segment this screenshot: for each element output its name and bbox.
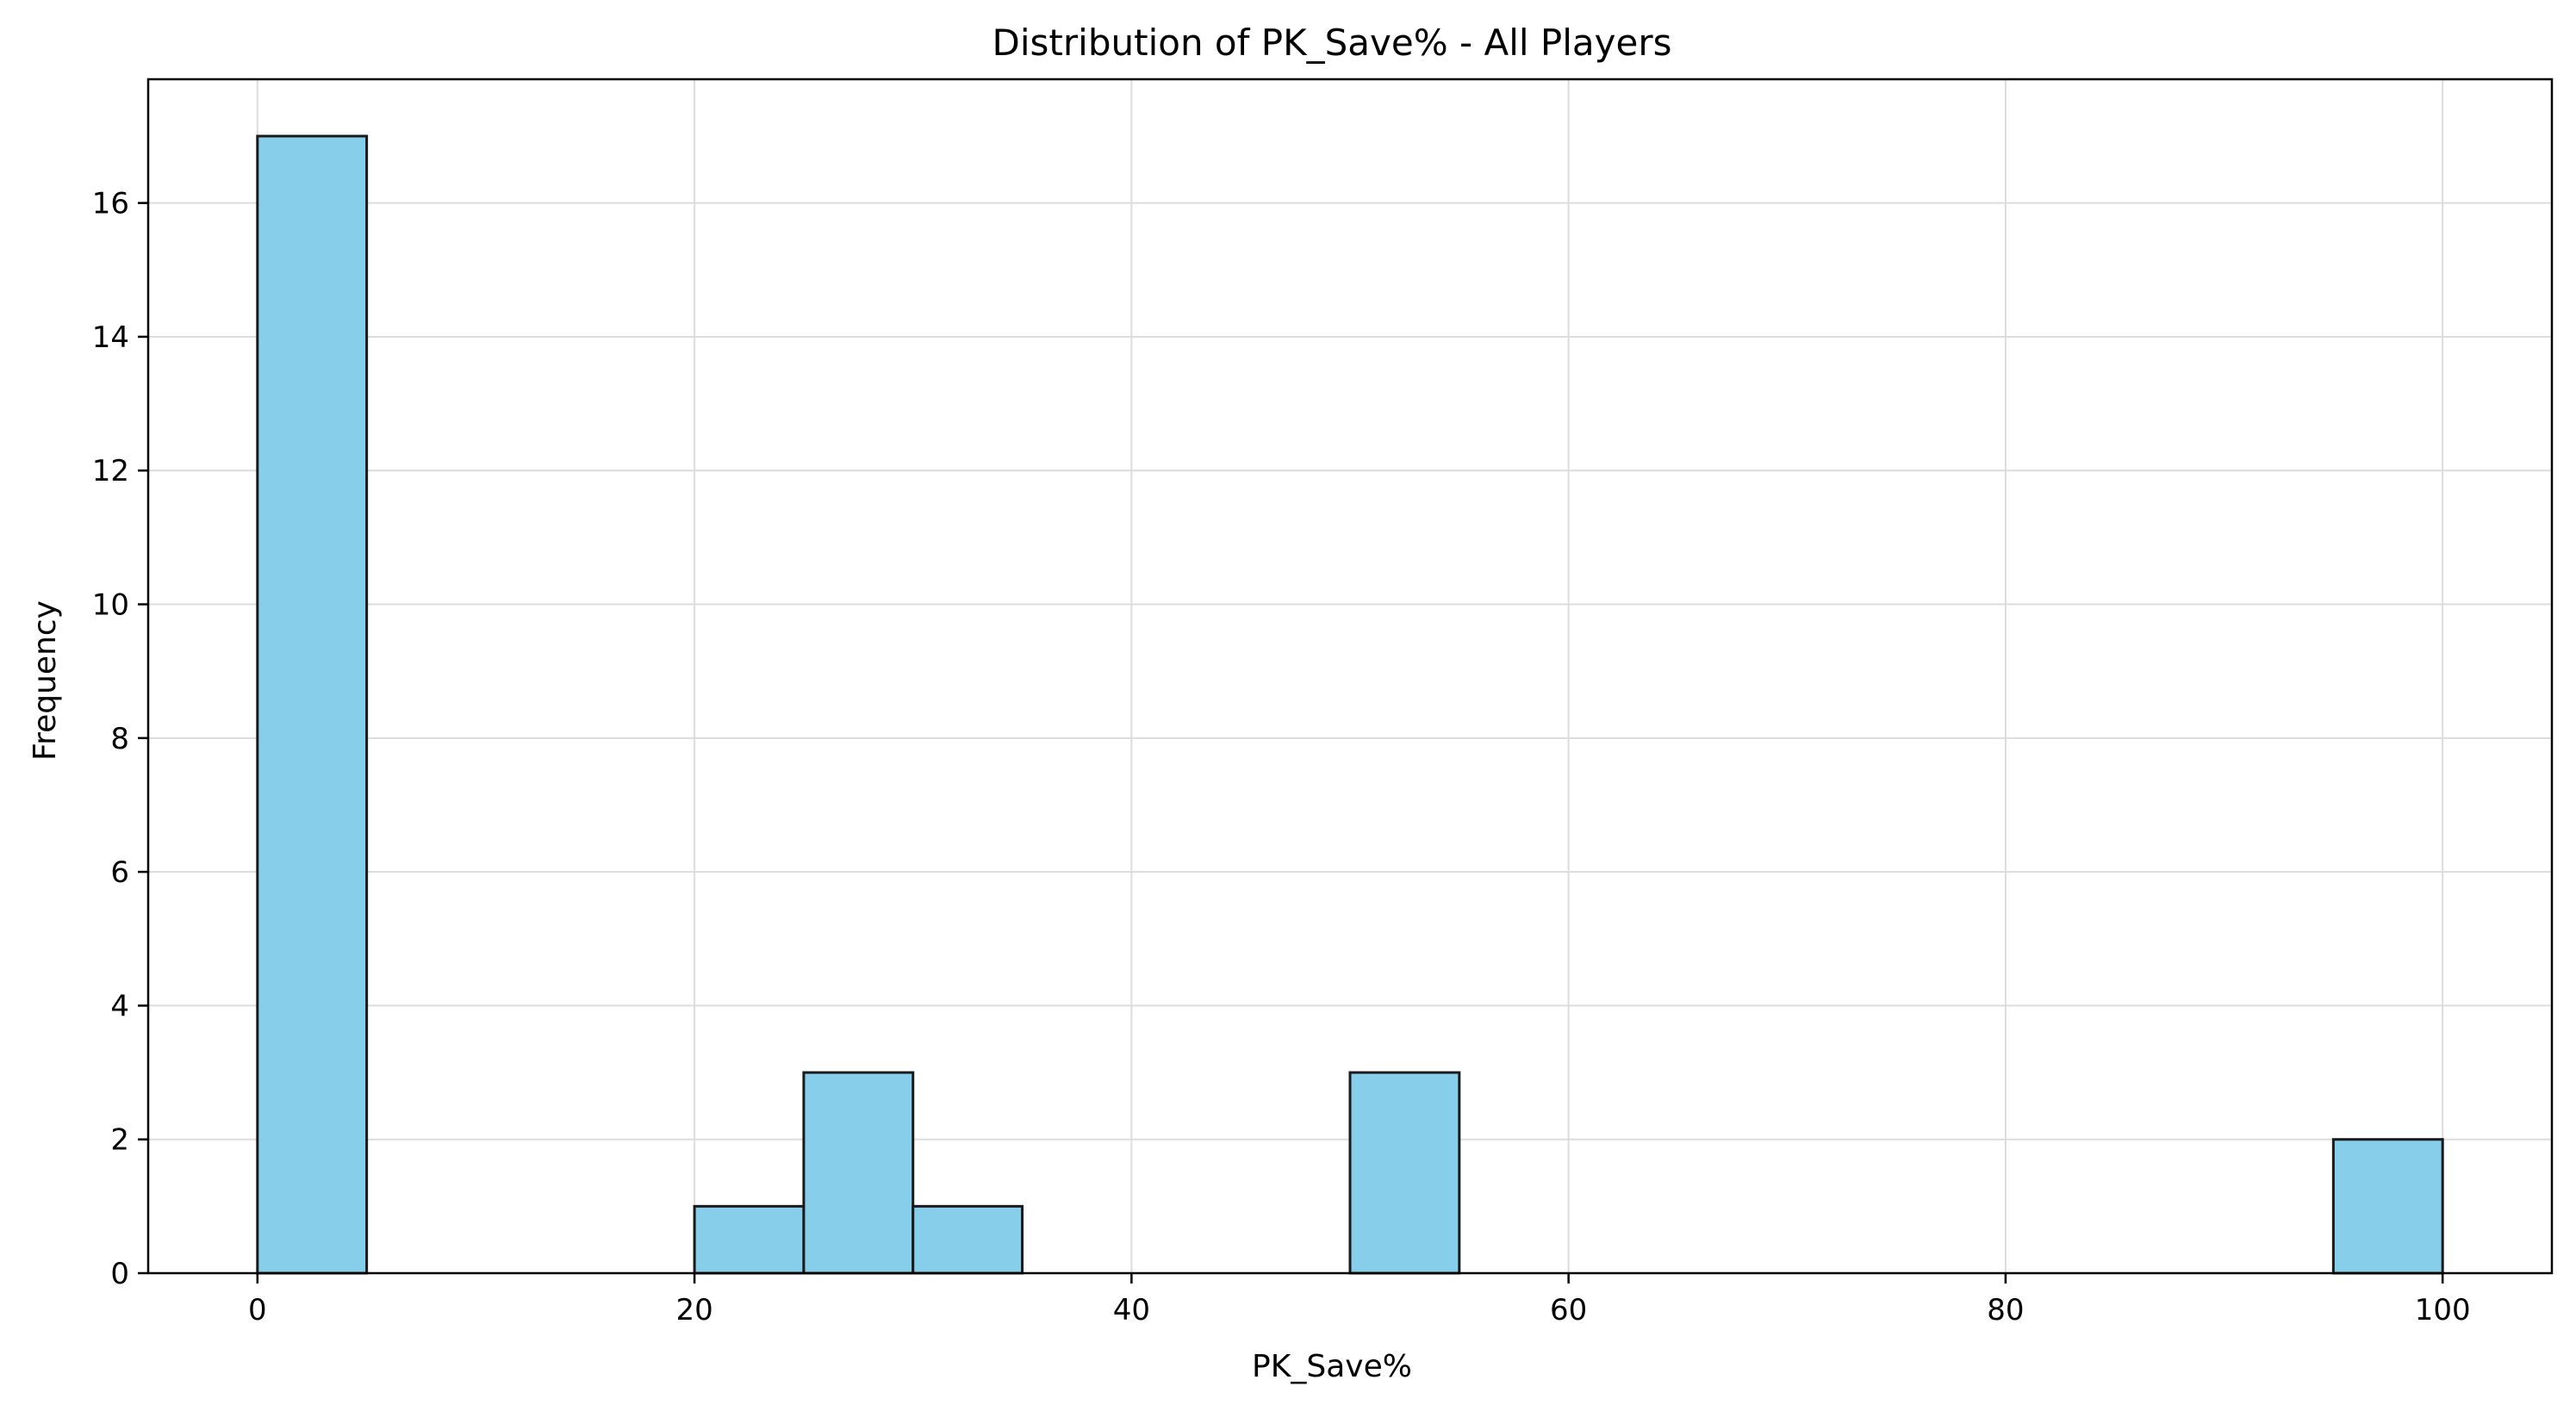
y-axis-ticks: 0 2 4 6 8 10 12 14 16 <box>92 187 148 1291</box>
histogram-bar <box>802 1071 915 1275</box>
x-tick-label: 100 <box>2415 1293 2471 1327</box>
x-tick-label: 40 <box>1113 1293 1150 1327</box>
x-tick-label: 60 <box>1550 1293 1587 1327</box>
bars-group <box>256 134 2444 1275</box>
x-tick-label: 80 <box>1987 1293 2024 1327</box>
plot-frame <box>146 78 2554 1275</box>
y-tick-label: 14 <box>92 320 129 355</box>
x-tick-label: 20 <box>675 1293 712 1327</box>
y-tick-label: 10 <box>92 588 129 623</box>
histogram-bar <box>1348 1071 1461 1275</box>
y-tick-label: 2 <box>110 1123 129 1158</box>
histogram-bar <box>256 134 369 1275</box>
y-tick-label: 16 <box>92 187 129 221</box>
histogram-bar <box>912 1204 1024 1275</box>
x-axis-label: PK_Save% <box>1252 1349 1412 1384</box>
x-axis-ticks: 0 20 40 60 80 100 <box>248 1273 2471 1327</box>
histogram-bar <box>2331 1138 2444 1275</box>
y-tick-label: 0 <box>110 1257 129 1291</box>
grid-lines <box>148 79 2552 1274</box>
y-tick-label: 6 <box>110 855 129 890</box>
histogram-bar <box>693 1204 806 1275</box>
y-tick-label: 12 <box>92 454 129 488</box>
y-axis-label: Frequency <box>28 600 63 761</box>
chart-title: Distribution of PK_Save% - All Players <box>992 22 1672 64</box>
y-tick-label: 4 <box>110 989 129 1023</box>
y-tick-label: 8 <box>110 722 129 756</box>
x-tick-label: 0 <box>248 1293 267 1327</box>
